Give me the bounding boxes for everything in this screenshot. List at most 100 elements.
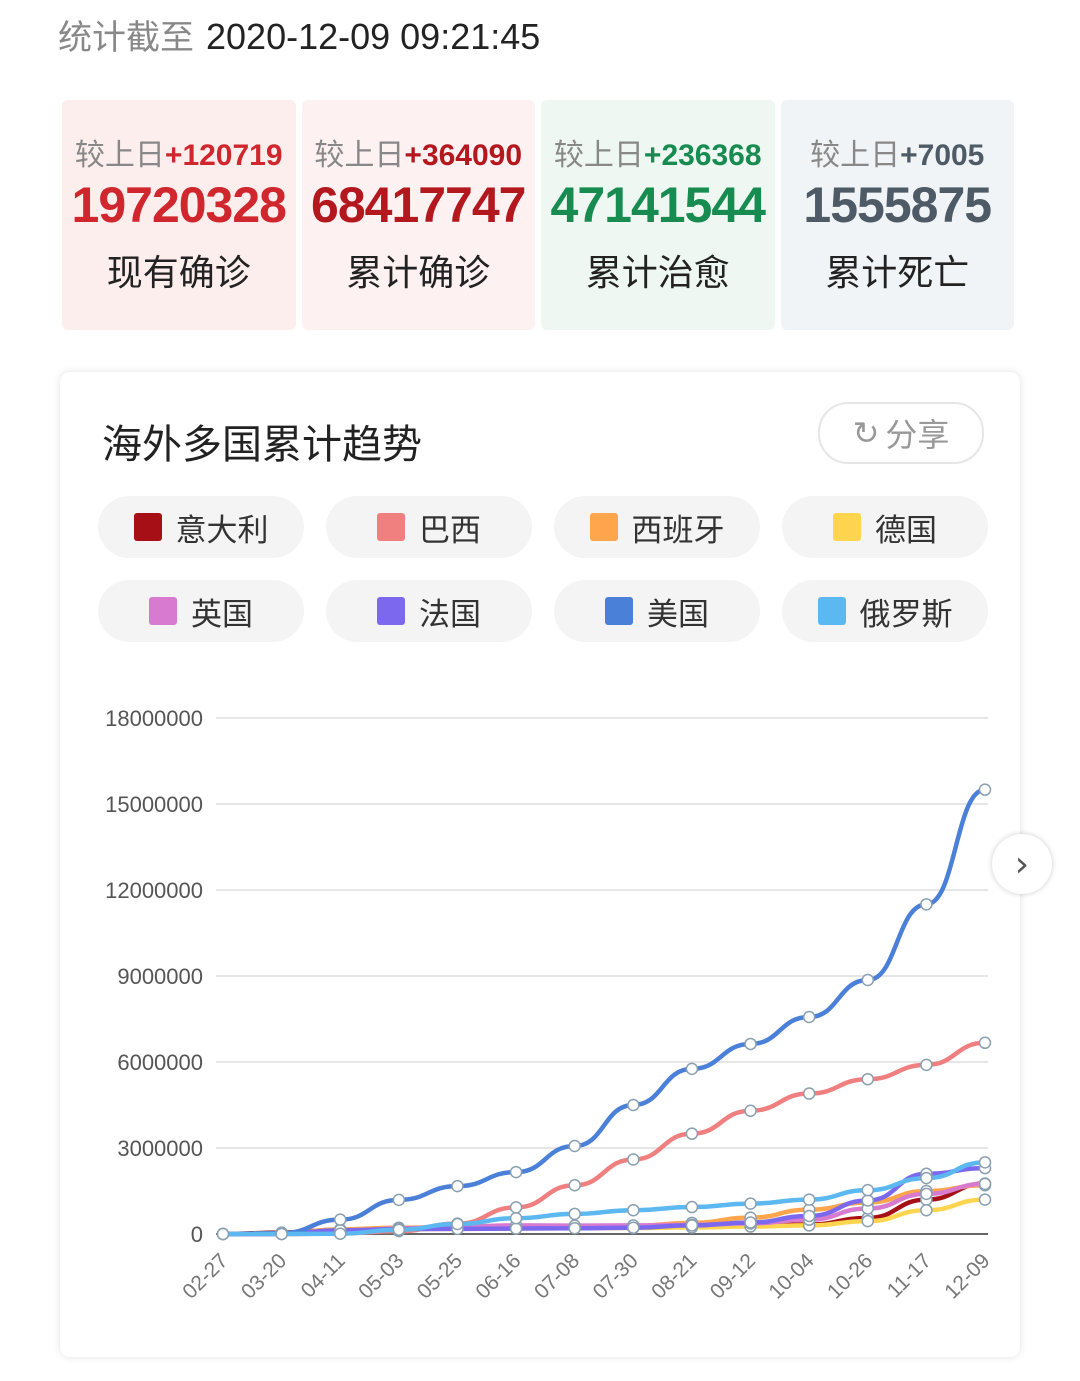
delta-label: 较上日: [314, 138, 405, 173]
data-point: [627, 1203, 640, 1217]
data-point: [802, 1193, 816, 1206]
share-icon: ↻: [852, 414, 880, 452]
stat-total-confirmed: 较上日+364090 68417747 累计确诊: [301, 100, 535, 330]
stat-value: 19720328: [71, 177, 287, 233]
stat-label: 累计确诊: [346, 253, 491, 294]
chevron-right-icon[interactable]: ›: [992, 834, 1052, 894]
delta-label: 较上日: [553, 138, 644, 173]
data-point: [509, 1211, 523, 1225]
x-tick-label: 07-30: [589, 1249, 643, 1303]
data-point: [744, 1197, 757, 1210]
share-label: 分享: [885, 416, 950, 454]
trend-card: 海外多国累计趋势 ↻ 分享 意大利 巴西 西班牙 德国英国 法国 美国 俄罗斯: [60, 372, 1020, 1357]
legend-label: 俄罗斯: [859, 596, 953, 633]
x-tick-label: 12-09: [940, 1249, 994, 1303]
legend-label: 法国: [419, 596, 481, 633]
data-point: [978, 1156, 992, 1169]
data-point: [216, 1227, 230, 1241]
x-tick-label: 05-25: [413, 1249, 467, 1303]
y-tick-label: 18000000: [105, 706, 203, 731]
delta-label: 较上日: [74, 138, 165, 173]
data-point: [392, 1193, 406, 1207]
delta-value: +7005: [900, 139, 985, 172]
x-tick-label: 03-20: [237, 1249, 291, 1303]
delta-value: +120719: [164, 139, 283, 172]
delta-label: 较上日: [810, 138, 901, 173]
x-tick-label: 10-26: [823, 1249, 877, 1303]
legend-label: 美国: [647, 596, 709, 633]
stat-value: 68417747: [311, 177, 526, 233]
legend-swatch: [377, 597, 405, 625]
data-point: [568, 1222, 581, 1235]
y-tick-label: 12000000: [105, 878, 203, 903]
data-point: [920, 898, 933, 911]
data-point: [568, 1207, 581, 1221]
legend-swatch: [817, 597, 846, 625]
timestamp-label: 统计截至: [58, 18, 194, 58]
data-point: [861, 1194, 875, 1207]
data-point: [275, 1227, 288, 1241]
delta-value: +236368: [643, 139, 762, 172]
data-point: [861, 1072, 875, 1086]
data-point: [333, 1213, 347, 1226]
legend-item[interactable]: 意大利: [98, 496, 304, 558]
data-point: [978, 1036, 992, 1050]
data-point: [627, 1221, 640, 1234]
data-point: [920, 1171, 933, 1185]
data-point: [744, 1037, 757, 1051]
stat-total-recovered: 较上日+236368 47141544 累计治愈: [541, 100, 775, 330]
data-point: [509, 1222, 523, 1235]
data-point: [685, 1200, 699, 1214]
stat-label: 累计治愈: [585, 253, 730, 294]
data-point: [744, 1216, 757, 1229]
y-tick-label: 3000000: [117, 1136, 203, 1161]
chart-legend: 意大利 巴西 西班牙 德国英国 法国 美国 俄罗斯: [98, 496, 988, 642]
x-tick-label: 11-17: [883, 1249, 936, 1302]
y-tick-label: 0: [191, 1222, 203, 1247]
legend-item[interactable]: 德国: [782, 496, 988, 558]
data-point: [802, 1087, 816, 1100]
legend-item[interactable]: 俄罗斯: [782, 580, 988, 642]
legend-swatch: [377, 513, 405, 541]
series-line: [220, 787, 988, 1237]
x-tick-label: 08-21: [647, 1249, 701, 1303]
legend-label: 西班牙: [631, 512, 725, 549]
legend-swatch: [149, 597, 177, 625]
legend-label: 德国: [875, 512, 937, 549]
data-point: [861, 1214, 875, 1228]
data-point: [920, 1058, 933, 1072]
data-point: [685, 1062, 699, 1076]
stats-panel: 较上日+120719 19720328 现有确诊 较上日+364090 6841774…: [62, 100, 1020, 330]
data-point: [802, 1010, 816, 1024]
legend-item[interactable]: 法国: [326, 580, 532, 642]
legend-swatch: [133, 513, 162, 541]
stat-value: 47141544: [550, 177, 766, 233]
delta-value: +364090: [404, 139, 523, 172]
data-point: [451, 1217, 464, 1231]
data-point: [802, 1209, 816, 1223]
share-button[interactable]: ↻ 分享: [818, 402, 984, 464]
legend-item[interactable]: 巴西: [326, 496, 532, 558]
data-point: [627, 1153, 640, 1166]
data-point: [568, 1139, 581, 1153]
y-tick-label: 9000000: [117, 964, 203, 989]
data-point: [920, 1203, 933, 1217]
data-point: [509, 1201, 523, 1214]
legend-item[interactable]: 美国: [554, 580, 760, 642]
legend-item[interactable]: 西班牙: [554, 496, 760, 558]
legend-label: 巴西: [419, 512, 481, 549]
data-point: [685, 1127, 699, 1140]
legend-item[interactable]: 英国: [98, 580, 304, 642]
data-point: [744, 1104, 757, 1117]
data-point: [333, 1227, 347, 1240]
legend-swatch: [605, 597, 633, 625]
data-point: [861, 1183, 875, 1197]
data-point: [978, 1193, 992, 1206]
data-point: [451, 1179, 464, 1193]
y-tick-label: 6000000: [117, 1050, 203, 1075]
stat-label: 现有确诊: [106, 253, 251, 294]
y-tick-label: 15000000: [105, 792, 203, 817]
data-point: [568, 1179, 581, 1192]
card-title: 海外多国累计趋势: [102, 422, 422, 468]
